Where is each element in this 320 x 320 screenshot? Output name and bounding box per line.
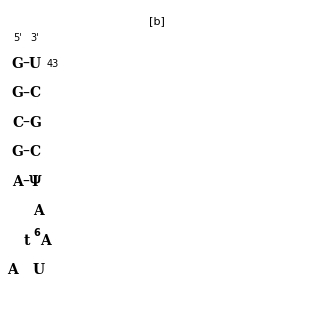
Text: C: C [12,116,23,130]
Text: 5': 5' [13,33,22,44]
Text: 3': 3' [31,33,39,44]
Text: A: A [7,263,18,277]
Text: U: U [33,263,45,277]
Text: A: A [12,175,23,189]
Text: 6: 6 [33,228,40,238]
Text: –: – [23,175,30,189]
Text: t: t [24,234,30,248]
Text: G: G [29,116,41,130]
Text: C: C [29,145,41,159]
Text: –: – [23,116,30,130]
Text: G: G [12,145,23,159]
Text: Ψ: Ψ [28,175,41,189]
Text: G: G [12,86,23,100]
Text: 43: 43 [47,59,59,69]
Text: –: – [23,145,30,159]
Text: –: – [23,86,30,100]
Text: C: C [29,86,41,100]
Text: U: U [29,57,41,71]
Text: A: A [34,204,44,218]
Text: –: – [23,57,30,71]
Text: [b]: [b] [149,16,165,26]
Text: A: A [40,234,51,248]
Text: G: G [12,57,23,71]
